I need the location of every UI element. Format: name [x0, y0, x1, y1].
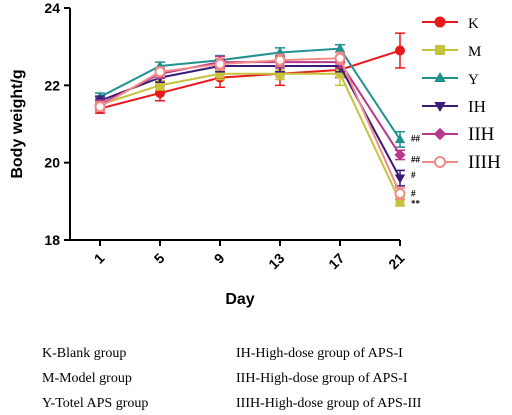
data-point: [214, 58, 226, 70]
series-iih: [94, 55, 406, 161]
data-point: [394, 134, 406, 144]
significance-mark: #: [411, 170, 416, 180]
legend-item-m: M: [422, 44, 481, 60]
annotation-layer: ######**: [411, 134, 421, 209]
y-tick-label: 18: [44, 232, 60, 248]
legend-item-k: K: [422, 16, 479, 32]
legend-label: IIIH: [468, 152, 501, 173]
data-point: [394, 174, 406, 184]
data-point: [155, 80, 165, 90]
legend-item-y: Y: [422, 72, 479, 88]
legend-marker: [434, 16, 446, 28]
x-tick-label: 13: [265, 250, 287, 272]
series-y: [94, 43, 406, 148]
series-line: [99, 57, 401, 195]
caption-y: Y-Totel APS group: [42, 396, 149, 411]
series-line: [99, 72, 401, 202]
legend: KMY IH IIH IIIH: [422, 16, 501, 173]
series-layer: [94, 32, 406, 207]
y-tick-label: 22: [44, 77, 60, 93]
legend-marker: [434, 72, 446, 82]
data-point: [395, 45, 405, 56]
legend-item-ih: IH: [422, 97, 486, 116]
x-tick-label: 1: [91, 250, 108, 267]
x-tick-label: 9: [211, 250, 228, 267]
legend-label: IIH: [468, 124, 495, 145]
legend-marker: [433, 127, 447, 141]
series-line: [99, 65, 401, 179]
series-ih: [94, 59, 406, 187]
data-point: [334, 43, 346, 53]
legend-label: M: [468, 44, 481, 60]
data-point: [394, 188, 406, 200]
legend-label: K: [468, 16, 479, 32]
data-point: [394, 149, 406, 161]
axes: 18 20 22 24 1 5 9 13 17 21 Body weight/g Day: [9, 0, 408, 308]
series-line: [99, 47, 401, 141]
data-point: [274, 54, 286, 66]
data-point: [395, 196, 405, 206]
legend-item-iih: IIH: [422, 124, 495, 145]
significance-mark: **: [411, 198, 421, 208]
series-line: [99, 49, 401, 110]
significance-mark: ##: [411, 134, 421, 144]
y-tick-label: 20: [44, 155, 60, 171]
significance-mark: #: [411, 189, 416, 199]
x-axis-title: Day: [225, 291, 254, 308]
data-point: [335, 69, 345, 79]
x-tick-label: 17: [325, 250, 347, 272]
caption-m: M-Model group: [42, 371, 132, 386]
series-iiih: [94, 51, 406, 201]
legend-label: Y: [468, 72, 479, 88]
data-point: [94, 101, 106, 113]
x-tick-label: 21: [385, 250, 407, 272]
x-tick-label: 5: [151, 250, 168, 267]
data-point: [334, 52, 346, 64]
legend-marker: [435, 45, 445, 55]
legend-marker: [434, 102, 446, 112]
data-point: [275, 69, 285, 79]
y-axis-title: Body weight/g: [9, 69, 26, 178]
caption-iiih: IIIH-High-dose group of APS-III: [236, 396, 422, 411]
caption-k: K-Blank group: [42, 346, 127, 361]
data-point: [154, 66, 166, 78]
legend-label: IH: [468, 97, 486, 116]
data-point: [215, 69, 225, 79]
legend-marker: [434, 156, 446, 168]
caption-ih: IH-High-dose group of APS-I: [236, 346, 403, 361]
caption-iih: IIH-High-dose group of APS-I: [236, 371, 408, 386]
y-tick-label: 24: [44, 0, 60, 16]
legend-item-iiih: IIIH: [422, 152, 501, 173]
significance-mark: ##: [411, 155, 421, 165]
